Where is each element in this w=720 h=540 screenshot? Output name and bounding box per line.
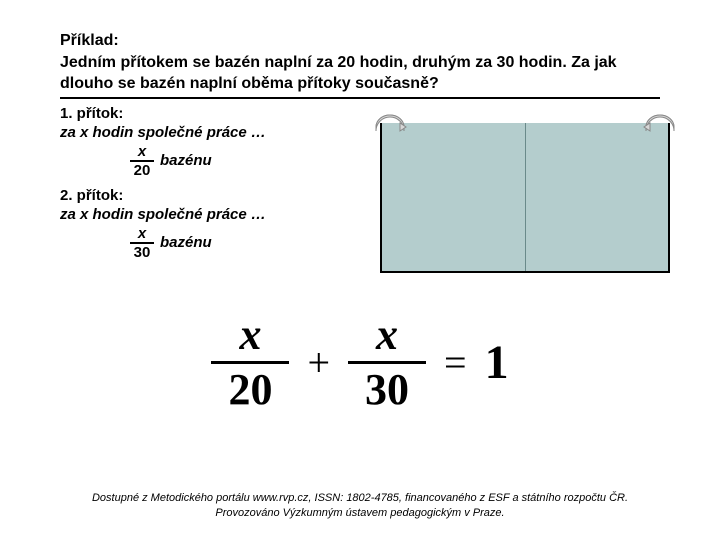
footer-attribution: Dostupné z Metodického portálu www.rvp.c…	[0, 491, 720, 520]
inflow-2-unit: bazénu	[160, 234, 212, 251]
example-heading: Příklad: Jedním přítokem se bazén naplní…	[60, 30, 660, 99]
pool-divider	[525, 123, 526, 271]
inflow-1-text: za x hodin společné práce …	[60, 124, 360, 141]
example-label: Příklad:	[60, 32, 119, 49]
inflow-2-denominator: 30	[132, 244, 153, 261]
example-text: Jedním přítokem se bazén naplní za 20 ho…	[60, 54, 617, 93]
equation-rhs: 1	[485, 335, 509, 390]
pool-diagram	[370, 105, 670, 273]
equals-operator: =	[444, 339, 467, 386]
equation-term-2: x 30	[348, 313, 426, 412]
fraction-bar	[211, 361, 289, 364]
plus-operator: +	[307, 339, 330, 386]
inflow-2-text: za x hodin společné práce …	[60, 206, 360, 223]
fraction-bar	[348, 361, 426, 364]
inflow-1-unit: bazénu	[160, 152, 212, 169]
inflow-1-fraction: x 20 bazénu	[130, 143, 360, 179]
tap-right-icon	[642, 109, 678, 133]
inflow-2-heading: 2. přítok:	[60, 187, 360, 204]
inflow-1-numerator: x	[134, 143, 150, 160]
term2-numerator: x	[368, 313, 406, 357]
equation-term-1: x 20	[211, 313, 289, 412]
inflow-2: 2. přítok: za x hodin společné práce … x…	[60, 187, 360, 261]
inflow-1-denominator: 20	[132, 162, 153, 179]
term1-denominator: 20	[228, 368, 272, 412]
term1-numerator: x	[231, 313, 269, 357]
content-row: 1. přítok: za x hodin společné práce … x…	[60, 105, 660, 273]
footer-line-2: Provozováno Výzkumným ústavem pedagogick…	[215, 507, 504, 519]
inflow-2-fraction: x 30 bazénu	[130, 225, 360, 261]
inflow-1: 1. přítok: za x hodin společné práce … x…	[60, 105, 360, 179]
tap-left-icon	[372, 109, 408, 133]
footer-line-1: Dostupné z Metodického portálu www.rvp.c…	[92, 492, 628, 504]
inflow-1-heading: 1. přítok:	[60, 105, 360, 122]
inflow-2-numerator: x	[134, 225, 150, 242]
inflow-list: 1. přítok: za x hodin společné práce … x…	[60, 105, 360, 273]
term2-denominator: 30	[365, 368, 409, 412]
main-equation: x 20 + x 30 = 1	[60, 313, 660, 412]
